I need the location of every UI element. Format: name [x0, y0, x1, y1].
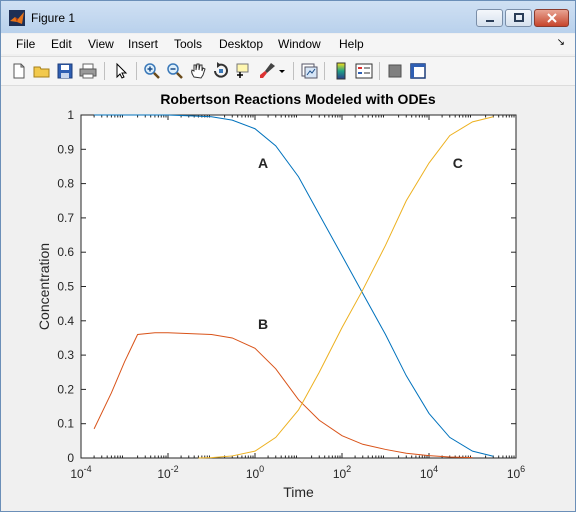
- annotation-label: B: [258, 316, 268, 332]
- y-tick-label: 0.7: [57, 211, 74, 225]
- y-axis-label: Concentration: [36, 243, 52, 330]
- x-tick-label: 100: [246, 464, 264, 481]
- x-tick-label: 106: [507, 464, 525, 481]
- y-tick-label: 0.3: [57, 348, 74, 362]
- series-line-0[interactable]: [94, 114, 494, 457]
- save-icon[interactable]: [55, 61, 75, 81]
- zoom-out-icon[interactable]: [165, 61, 185, 81]
- minimize-icon: [485, 20, 494, 22]
- window-title: Figure 1: [31, 11, 76, 25]
- hide-plot-tools-icon[interactable]: [385, 61, 405, 81]
- minimize-button[interactable]: [476, 9, 503, 27]
- show-plot-tools-icon[interactable]: [408, 61, 428, 81]
- open-folder-icon[interactable]: [32, 61, 52, 81]
- x-tick-label: 10-4: [70, 464, 91, 481]
- y-tick-label: 0.1: [57, 417, 74, 431]
- annotation-label: A: [258, 155, 268, 171]
- figure-canvas: Robertson Reactions Modeled with ODEs 0 0…: [8, 86, 570, 505]
- link-plot-icon[interactable]: [299, 61, 319, 81]
- data-cursor-icon[interactable]: [234, 61, 254, 81]
- y-tick-label: 0.2: [57, 382, 74, 396]
- y-tick-label: 0.5: [57, 280, 74, 294]
- x-axis-label: Time: [283, 484, 314, 500]
- brush-dropdown-icon[interactable]: [277, 61, 287, 81]
- menu-help[interactable]: Help: [339, 37, 364, 51]
- series-line-2[interactable]: [198, 116, 494, 459]
- print-icon[interactable]: [78, 61, 98, 81]
- brush-icon[interactable]: [257, 61, 277, 81]
- plot-svg: Robertson Reactions Modeled with ODEs 0 0…: [36, 91, 525, 500]
- annotation-label: C: [453, 155, 463, 171]
- menu-window[interactable]: Window: [278, 37, 321, 51]
- axes-box[interactable]: [80, 114, 517, 459]
- x-tick-label: 102: [333, 464, 351, 481]
- menu-view[interactable]: View: [88, 37, 114, 51]
- close-button[interactable]: [534, 9, 569, 27]
- menu-edit[interactable]: Edit: [51, 37, 72, 51]
- matlab-logo-icon: [9, 10, 25, 26]
- series-line-1[interactable]: [93, 332, 473, 459]
- colorbar-icon[interactable]: [331, 61, 351, 81]
- new-figure-icon[interactable]: [9, 61, 29, 81]
- y-tick-label: 0.8: [57, 177, 74, 191]
- y-tick-label: 1: [67, 108, 74, 122]
- close-icon: [546, 13, 557, 23]
- chart-title: Robertson Reactions Modeled with ODEs: [160, 91, 436, 107]
- x-tick-label: 10-2: [157, 464, 178, 481]
- rotate-3d-icon[interactable]: [211, 61, 231, 81]
- menu-tools[interactable]: Tools: [174, 37, 203, 51]
- menu-bar: File Edit View Insert Tools Desktop Wind…: [1, 34, 575, 54]
- maximize-button[interactable]: [505, 9, 532, 27]
- y-tick-label: 0.6: [57, 245, 74, 259]
- pointer-icon[interactable]: [111, 61, 131, 81]
- maximize-icon: [513, 13, 524, 22]
- figure-toolbar: [1, 56, 575, 86]
- menu-insert[interactable]: Insert: [128, 37, 159, 51]
- menu-file[interactable]: File: [16, 37, 36, 51]
- dock-arrow-icon[interactable]: ↘: [556, 37, 565, 48]
- legend-icon[interactable]: [354, 61, 374, 81]
- zoom-in-icon[interactable]: [142, 61, 162, 81]
- title-bar[interactable]: Figure 1: [1, 1, 575, 33]
- x-tick-label: 104: [420, 464, 438, 481]
- y-tick-label: 0.4: [57, 314, 74, 328]
- menu-desktop[interactable]: Desktop: [219, 37, 264, 51]
- pan-hand-icon[interactable]: [188, 61, 208, 81]
- y-tick-label: 0: [67, 451, 74, 465]
- y-tick-label: 0.9: [57, 142, 74, 156]
